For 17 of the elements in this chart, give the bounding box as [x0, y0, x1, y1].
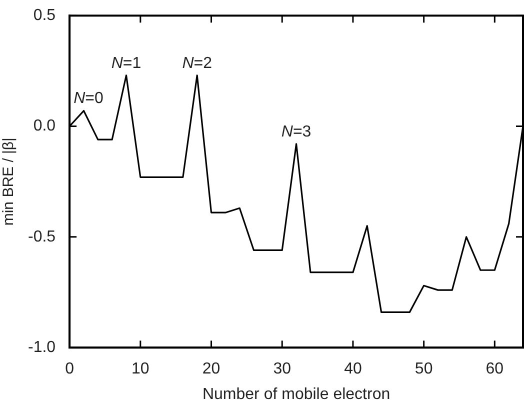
y-axis-title: min BRE / |β|	[0, 138, 18, 226]
annotation: N=0	[74, 90, 104, 108]
y-tick-label: 0.0	[33, 118, 56, 135]
x-axis-title: Number of mobile electron	[202, 386, 390, 403]
x-tick-label: 10	[132, 360, 150, 378]
y-tick-label: -0.5	[28, 228, 56, 246]
annotation: N=2	[182, 54, 212, 72]
x-tick-label: 20	[202, 360, 220, 378]
annotation: N=3	[281, 123, 312, 140]
x-tick-label: 40	[344, 360, 362, 378]
y-tick-label: -1.0	[28, 339, 56, 356]
x-tick-label: 60	[486, 360, 504, 378]
x-tick-label: 30	[273, 360, 292, 378]
y-tick-label: 0.5	[33, 7, 56, 24]
x-tick-label: 0	[65, 360, 74, 378]
annotation: N=1	[111, 54, 142, 72]
x-tick-label: 50	[414, 360, 433, 378]
